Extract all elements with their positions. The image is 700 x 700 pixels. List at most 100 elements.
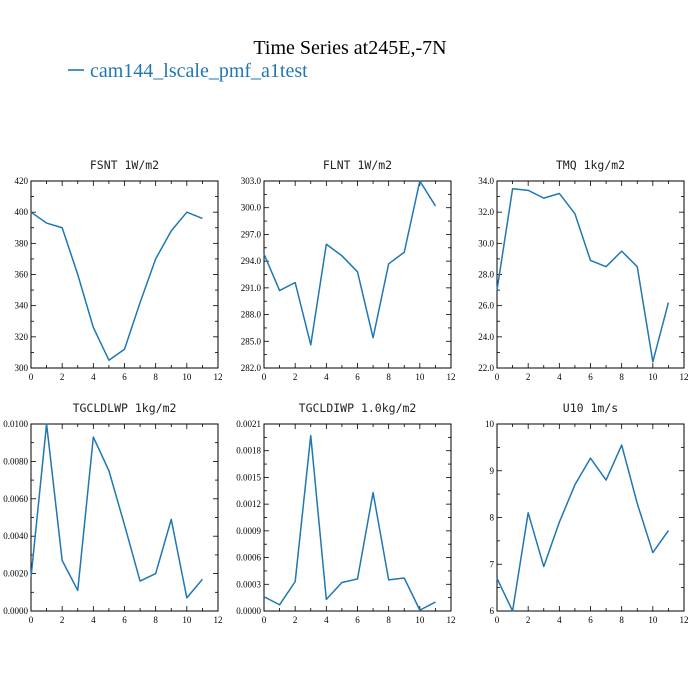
panel-title: FSNT 1W/m2 [90,158,159,172]
y-tick-label: 6 [490,606,495,616]
y-tick-label: 28.0 [478,270,494,280]
series-line [496,188,670,363]
series-line [30,211,203,361]
y-tick-label: 300 [15,363,29,373]
y-tick-label: 8 [490,513,495,523]
y-tick-label: 0.0018 [236,446,261,456]
panel-title: TGCLDIWP 1.0kg/m2 [299,401,417,415]
y-tick-label: 0.0040 [3,531,28,541]
x-tick-label: 12 [680,372,689,382]
x-tick-label: 2 [293,615,298,625]
y-tick-label: 0.0015 [236,472,261,482]
y-tick-label: 30.0 [478,238,494,248]
x-tick-label: 0 [29,615,34,625]
y-tick-label: 0.0100 [3,419,28,429]
y-tick-label: 22.0 [478,363,494,373]
y-tick-label: 32.0 [478,207,494,217]
panel-title: U10 1m/s [563,401,618,415]
y-tick-label: 0.0009 [236,526,261,536]
x-tick-label: 4 [91,615,96,625]
axes-frame [496,423,685,612]
x-tick-label: 2 [526,615,531,625]
x-tick-label: 2 [60,372,65,382]
x-tick-label: 10 [182,615,192,625]
x-tick-label: 4 [91,372,96,382]
x-tick-label: 8 [153,615,158,625]
y-tick-label: 0.0060 [3,494,28,504]
x-tick-label: 10 [182,372,192,382]
x-tick-label: 10 [415,372,425,382]
y-tick-label: 34.0 [478,176,494,186]
x-tick-label: 8 [619,615,624,625]
panel-title: TGCLDLWP 1kg/m2 [73,401,177,415]
x-tick-label: 2 [526,372,531,382]
y-tick-label: 0.0021 [236,419,261,429]
legend: cam144_lscale_pmf_a1test [68,60,308,82]
y-tick-label: 9 [490,466,495,476]
x-tick-label: 6 [355,372,360,382]
series-line [263,180,437,346]
chart-panel-6: U10 1m/s 0 2 4 6 8 10 12 6 7 8 9 10 [485,401,689,625]
series-line [30,423,203,599]
x-tick-label: 10 [415,615,425,625]
x-tick-label: 0 [495,615,500,625]
y-tick-label: 420 [15,176,29,186]
panel-title: TMQ 1kg/m2 [556,158,625,172]
chart-panel-4: TGCLDLWP 1kg/m2 0 2 4 6 8 10 12 0.0000 0.0020 0.00… [3,401,222,625]
panel-title: FLNT 1W/m2 [323,158,392,172]
x-tick-label: 12 [214,372,223,382]
x-tick-label: 6 [355,615,360,625]
x-tick-label: 8 [619,372,624,382]
y-tick-label: 10 [485,419,495,429]
chart-panel-1: FSNT 1W/m2 0 2 4 6 8 10 12 300 320 340 360 380 400 420 [15,158,223,382]
panel-grid: FSNT 1W/m20 2 4 6 8 10 12300320340360380400420… [3,158,688,625]
y-tick-label: 282.0 [241,363,262,373]
chart-panel-3: TMQ 1kg/m2 0 2 4 6 8 10 12 22.0 24.0 26.0 28.0 30.0 3… [478,158,688,382]
x-tick-label: 6 [122,372,127,382]
x-tick-label: 8 [386,615,391,625]
x-tick-label: 6 [588,372,593,382]
x-tick-label: 4 [324,615,329,625]
x-tick-label: 2 [60,615,65,625]
figure-title: Time Series at245E,-7N [253,37,446,59]
axes-frame [263,423,452,612]
series-line [263,434,436,611]
y-tick-label: 303.0 [241,176,262,186]
y-tick-label: 0.0006 [236,553,261,563]
y-tick-label: 24.0 [478,332,494,342]
y-tick-label: 288.0 [241,310,262,320]
y-tick-label: 285.0 [241,336,262,346]
x-tick-label: 4 [324,372,329,382]
chart-panel-5: TGCLDIWP 1.0kg/m2 0 2 4 6 8 10 12 0.0000 0.0003 0.… [236,401,455,625]
axes-frame [496,180,685,369]
y-tick-label: 291.0 [241,283,262,293]
x-tick-label: 12 [447,615,456,625]
chart-panel-2: FLNT 1W/m2 0 2 4 6 8 10 12 282.0 285.0 288.0 291.0 2… [241,158,456,382]
y-tick-label: 380 [15,238,29,248]
x-tick-label: 10 [648,372,658,382]
y-tick-label: 0.0012 [236,499,261,509]
x-tick-label: 6 [588,615,593,625]
y-tick-label: 320 [15,332,29,342]
y-tick-label: 0.0020 [3,569,28,579]
x-tick-label: 4 [557,372,562,382]
x-tick-label: 0 [495,372,500,382]
y-tick-label: 297.0 [241,229,262,239]
series-line [496,444,670,612]
y-tick-label: 0.0080 [3,456,28,466]
x-tick-label: 10 [648,615,658,625]
x-tick-label: 2 [293,372,298,382]
axes-frame [30,423,219,612]
y-tick-label: 26.0 [478,301,494,311]
y-tick-label: 294.0 [241,256,262,266]
x-tick-label: 8 [386,372,391,382]
y-tick-label: 0.0000 [3,606,28,616]
y-tick-label: 300.0 [241,203,262,213]
x-tick-label: 8 [153,372,158,382]
x-tick-label: 4 [557,615,562,625]
x-tick-label: 6 [122,615,127,625]
y-tick-label: 0.0003 [236,579,261,589]
y-tick-label: 340 [15,301,29,311]
legend-label: cam144_lscale_pmf_a1test [90,60,308,82]
